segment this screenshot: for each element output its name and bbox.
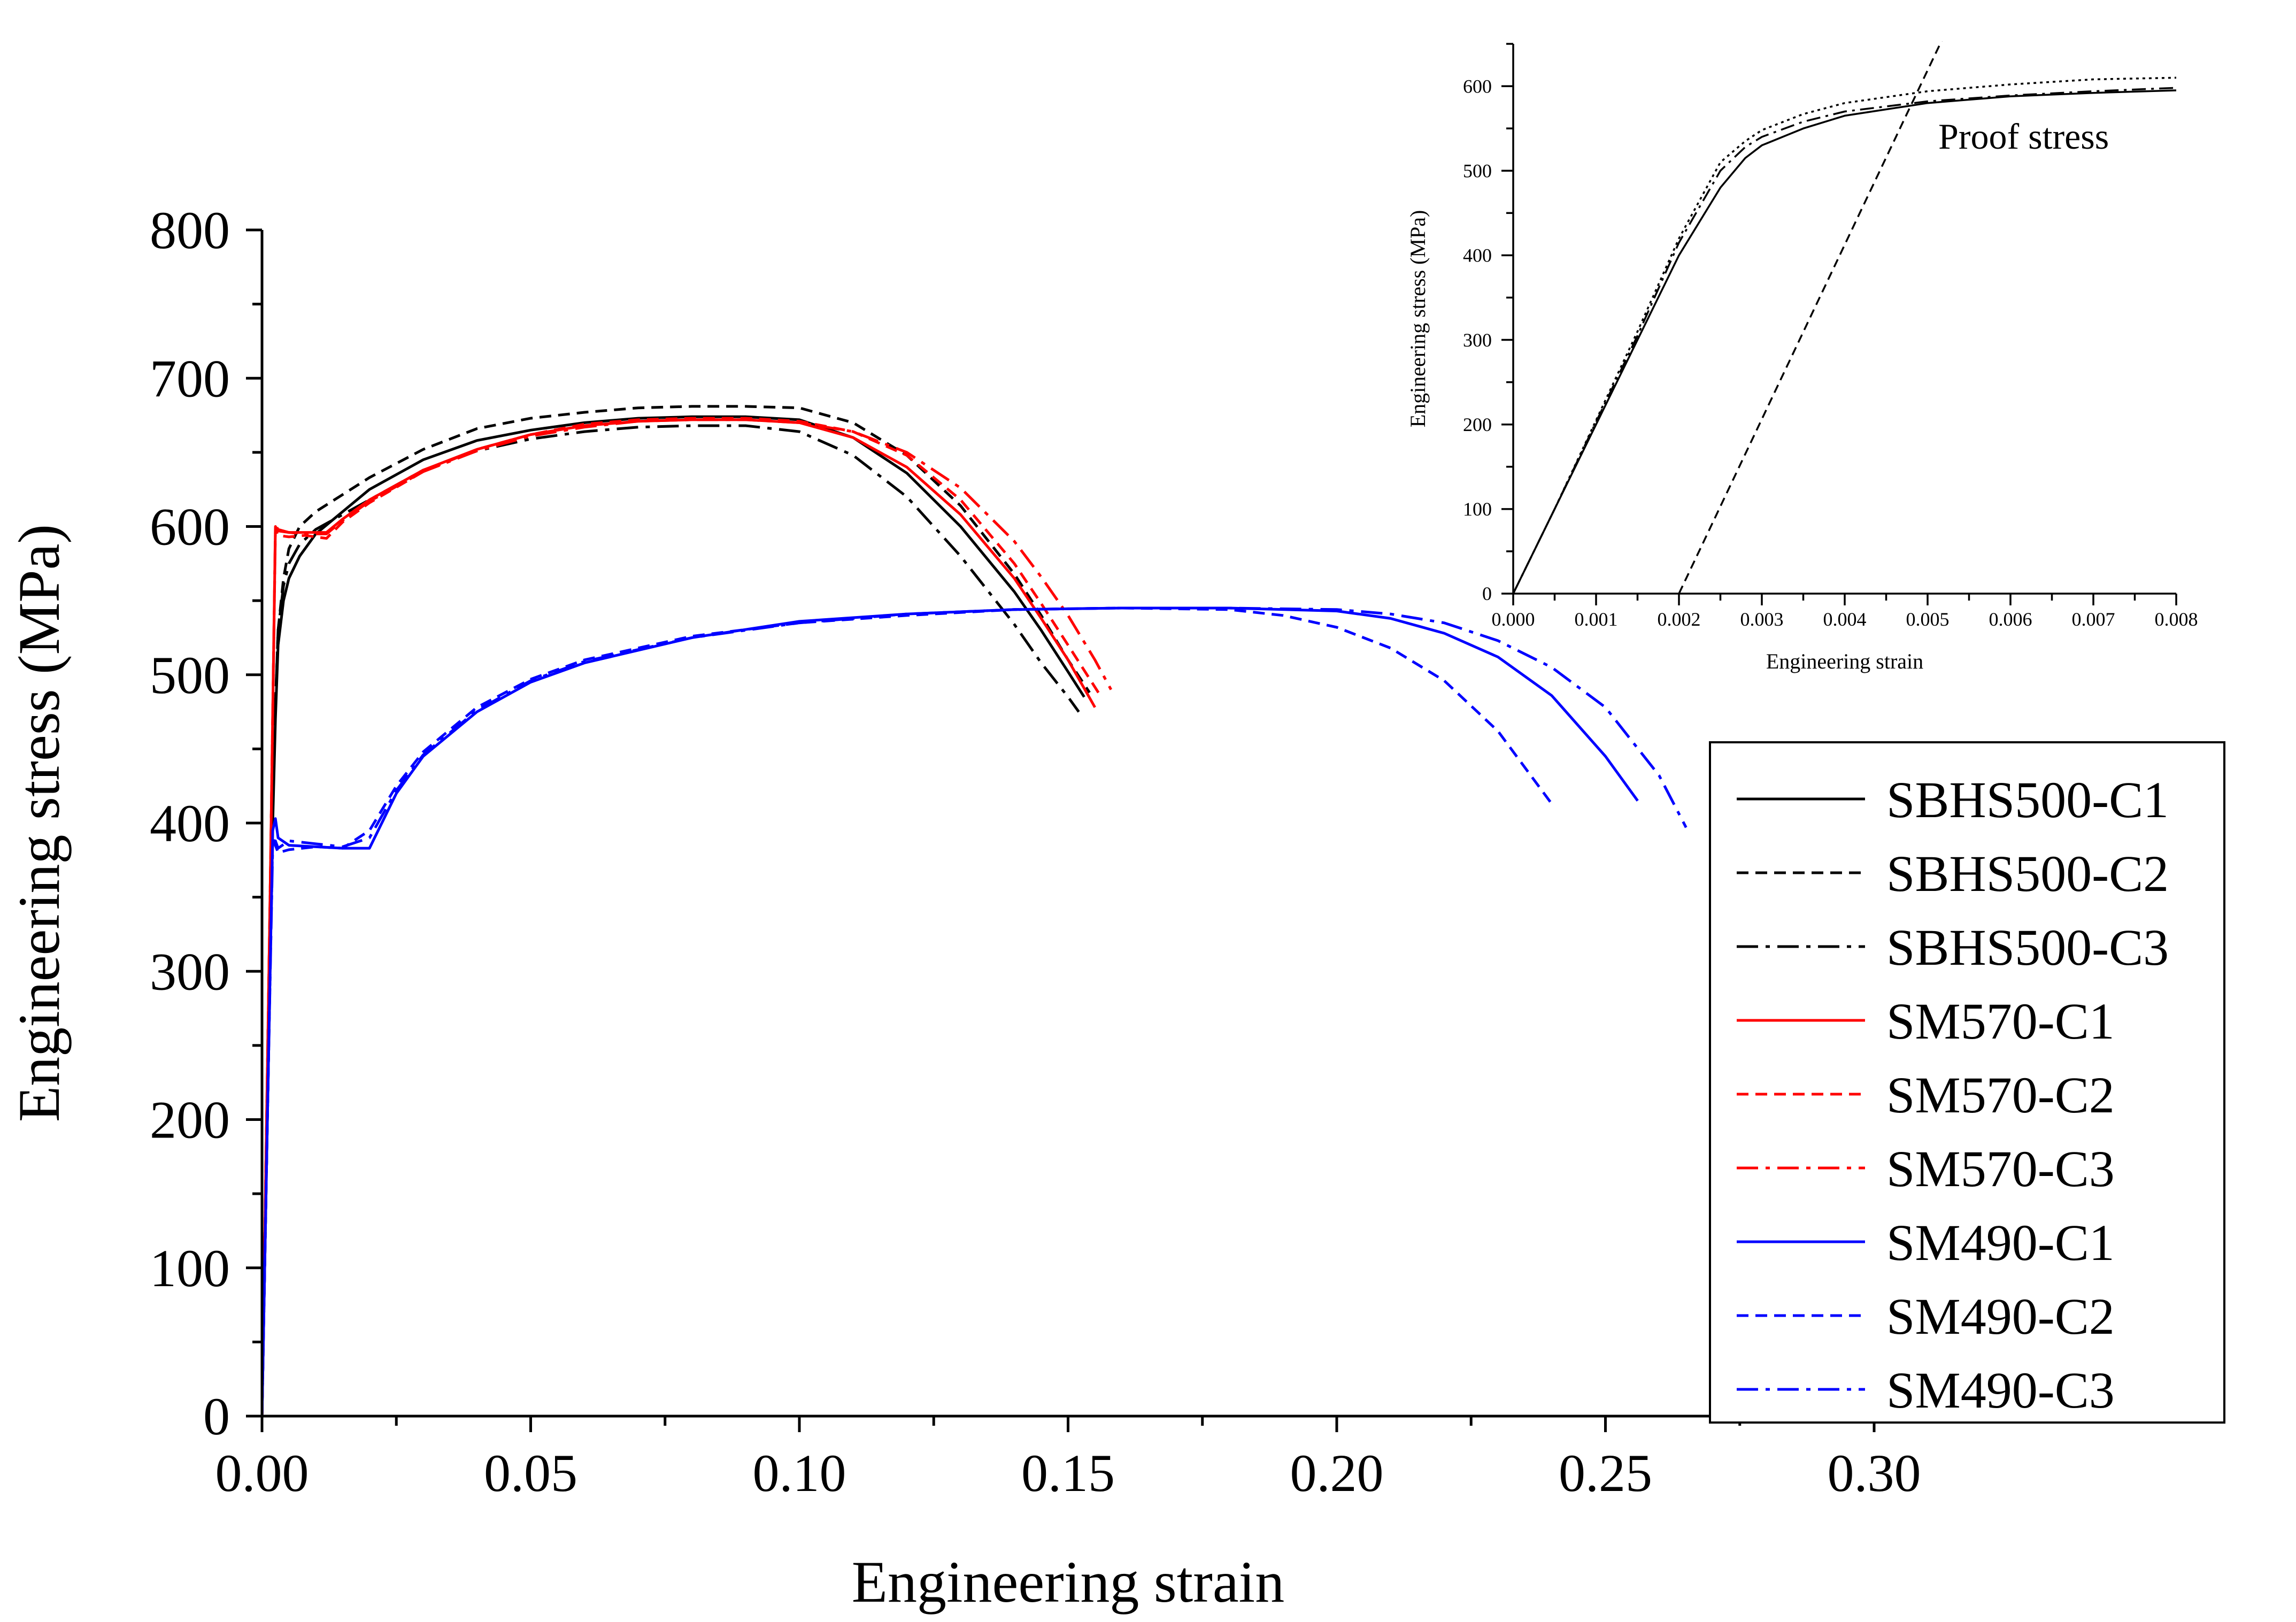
x-tick-label-1: 0.003 [1740, 609, 1784, 630]
y-tick-label-1: 400 [1463, 245, 1492, 266]
series-line-sm570-c3 [262, 418, 1113, 1417]
inset-series-line-offset-line [1678, 41, 1943, 594]
y-tick-label-0: 0 [203, 1387, 230, 1446]
x-tick-label-1: 0.004 [1823, 609, 1867, 630]
x-tick-label-0: 0.30 [1828, 1443, 1921, 1503]
series-line-sm490-c1 [262, 606, 1639, 1417]
inset-series-line-dotted [1513, 76, 2176, 594]
main-plot: 0.00 0.05 0.10 0.15 0.20 0.25 0.30 0 100 200 300 40… [6, 201, 1921, 1615]
y-tick-label-1: 0 [1482, 583, 1492, 604]
series-line-sm570-c1 [262, 418, 1096, 1417]
series-line-sm490-c2 [262, 606, 1553, 1417]
legend-label-sm570-c3: SM570-C3 [1886, 1140, 2115, 1197]
series-line-sbhs500-c3 [262, 424, 1080, 1417]
y-tick-label-0: 200 [150, 1090, 230, 1150]
legend-label-sm490-c1: SM490-C1 [1886, 1214, 2115, 1271]
x-axis-title-0: Engineering strain [852, 1549, 1284, 1615]
proof-stress-annotation: Proof stress [1938, 116, 2109, 157]
legend: SBHS500-C1 SBHS500-C2 SBHS500-C3 SM570-C1 SM… [1709, 741, 2225, 1424]
legend-label-sbhs500-c2: SBHS500-C2 [1886, 845, 2169, 902]
x-tick-label-1: 0.008 [2155, 609, 2198, 630]
y-tick-label-1: 200 [1463, 414, 1492, 435]
series-line-sbhs500-c2 [262, 405, 1091, 1417]
y-tick-label-1: 600 [1463, 75, 1492, 97]
legend-label-sm490-c3: SM490-C3 [1886, 1362, 2115, 1419]
x-axis-title-1: Engineering strain [1766, 649, 1923, 673]
x-tick-label-1: 0.007 [2072, 609, 2115, 630]
y-tick-label-1: 100 [1463, 498, 1492, 520]
x-tick-label-1: 0.006 [1989, 609, 2032, 630]
y-tick-label-0: 800 [150, 201, 230, 260]
x-tick-label-1: 0.005 [1906, 609, 1950, 630]
series-group-1 [1513, 41, 2176, 594]
legend-label-sm570-c1: SM570-C1 [1886, 993, 2115, 1050]
y-tick-label-0: 700 [150, 349, 230, 408]
y-tick-label-0: 100 [150, 1239, 230, 1298]
y-tick-label-0: 400 [150, 794, 230, 853]
y-tick-label-0: 500 [150, 645, 230, 705]
x-tick-label-0: 0.25 [1559, 1443, 1652, 1503]
x-tick-label-1: 0.000 [1492, 609, 1535, 630]
series-group-0 [262, 405, 1688, 1417]
x-tick-label-1: 0.002 [1658, 609, 1701, 630]
legend-label-sbhs500-c1: SBHS500-C1 [1886, 771, 2169, 828]
legend-label-sm490-c2: SM490-C2 [1886, 1288, 2115, 1345]
inset-series-line-dashdot [1513, 87, 2176, 594]
legend-label-sbhs500-c3: SBHS500-C3 [1886, 919, 2169, 976]
x-tick-label-0: 0.00 [215, 1443, 309, 1503]
y-axis-title-1: Engineering stress (MPa) [1406, 210, 1430, 428]
inset-plot: 0.000 0.001 0.002 0.003 0.004 0.005 0.006 0.007… [1406, 41, 2198, 673]
y-tick-label-0: 300 [150, 942, 230, 1001]
x-tick-label-0: 0.15 [1021, 1443, 1115, 1503]
x-tick-label-0: 0.05 [484, 1443, 577, 1503]
y-axis-title-0: Engineering stress (MPa) [6, 524, 72, 1122]
legend-box [1709, 741, 2225, 1424]
legend-label-sm570-c2: SM570-C2 [1886, 1066, 2115, 1124]
inset-series-line-solid [1513, 89, 2176, 594]
x-tick-label-0: 0.10 [753, 1443, 846, 1503]
series-line-sbhs500-c1 [262, 415, 1085, 1417]
x-tick-label-0: 0.20 [1290, 1443, 1384, 1503]
series-line-sm490-c3 [262, 606, 1688, 1417]
y-tick-label-1: 300 [1463, 329, 1492, 351]
y-tick-label-1: 500 [1463, 160, 1492, 181]
x-tick-label-1: 0.001 [1575, 609, 1618, 630]
series-line-sm570-c2 [262, 417, 1101, 1417]
y-tick-label-0: 600 [150, 497, 230, 557]
